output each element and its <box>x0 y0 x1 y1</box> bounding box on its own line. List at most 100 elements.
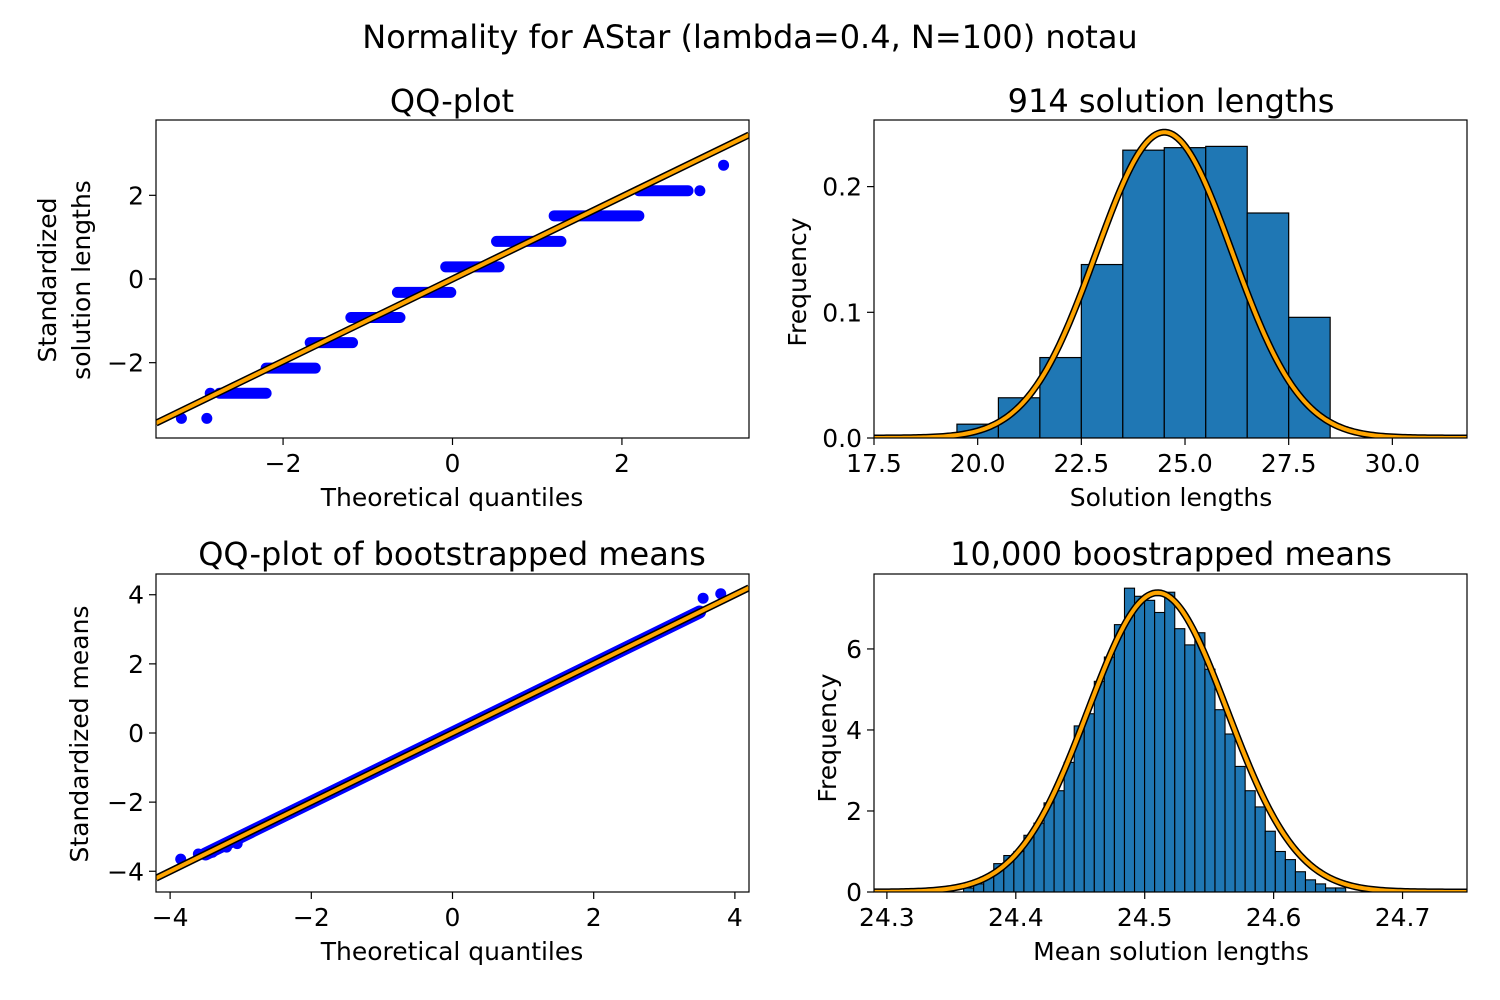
solution-hist-ytick-label: 0.0 <box>822 424 862 453</box>
qq-boot-xtick-label: 2 <box>586 903 602 932</box>
boot-hist-bar <box>1164 591 1176 892</box>
figure-suptitle: Normality for AStar (lambda=0.4, N=100) … <box>362 18 1137 56</box>
boot-hist-bar <box>1093 680 1105 892</box>
qq-boot-ytick-label: 0 <box>128 719 144 748</box>
boot-hist-ytick-label: 6 <box>846 635 862 664</box>
qq-axes-frame <box>155 119 750 439</box>
solution-hist-bar <box>1122 149 1165 438</box>
boot-hist-xtick-label: 24.5 <box>1117 903 1173 932</box>
boot-hist-bar <box>1294 871 1307 892</box>
boot-hist-bar <box>1325 887 1337 892</box>
qq-boot-xtick-label: −4 <box>152 903 189 932</box>
boot-hist-bar <box>1214 709 1226 892</box>
solution-hist-xlabel: Solution lengths <box>1070 483 1273 512</box>
qq-boot-point <box>697 592 709 604</box>
boot-hist-bar <box>1113 624 1126 892</box>
qq-ytick-label: −2 <box>107 349 144 378</box>
qq-boot-ytick-label: −4 <box>107 857 144 886</box>
qq-boot-ytick-label: 2 <box>128 650 144 679</box>
boot-hist-bar <box>1174 628 1186 892</box>
boot-hist-xtick-label: 24.3 <box>859 903 915 932</box>
boot-hist-bar <box>1083 713 1095 892</box>
boot-hist-xlabel: Mean solution lengths <box>1033 937 1309 966</box>
boot-hist-bar <box>1133 595 1146 892</box>
boot-hist-bar <box>1204 668 1216 892</box>
boot-hist-bar <box>1103 656 1115 892</box>
solution-hist-axes-frame <box>873 119 1468 439</box>
solution-hist-area: 17.5 20.0 22.5 25.0 27.5 30.0 0.0 0.1 0.2 <box>822 119 1468 478</box>
boot-hist-bar <box>1274 850 1286 892</box>
boot-hist-bar <box>1244 790 1256 892</box>
qq-boot-title: QQ-plot of bootstrapped means <box>198 535 706 573</box>
qq-xtick-label: −2 <box>265 449 302 478</box>
boot-hist-title: 10,000 boostrapped means <box>950 535 1392 573</box>
qq-boot-area: −4 −2 0 2 4 −4 −2 0 2 4 <box>107 573 750 932</box>
qq-xtick-label: 0 <box>445 449 461 478</box>
solution-hist-xtick-label: 17.5 <box>846 449 902 478</box>
boot-hist-bar <box>1254 806 1266 892</box>
solution-hist-bar <box>1163 147 1207 438</box>
boot-hist-bar <box>1194 632 1206 892</box>
boot-hist-ytick-label: 4 <box>846 716 862 745</box>
boot-hist-bar <box>1304 879 1317 892</box>
qq-plot-title: QQ-plot <box>390 82 514 120</box>
solution-hist-title: 914 solution lengths <box>1008 82 1335 120</box>
qq-plot-ylabel-line2: solution lengths <box>67 180 96 380</box>
boot-hist-ylabel: Frequency <box>813 673 842 802</box>
boot-hist-xtick-label: 24.6 <box>1246 903 1302 932</box>
boot-hist-bar <box>1123 587 1136 892</box>
boot-hist-ytick-label: 0 <box>846 878 862 907</box>
qq-point <box>694 185 706 197</box>
qq-point <box>718 159 730 171</box>
boot-hist-bar <box>1053 790 1065 892</box>
boot-hist-bar <box>1154 611 1166 892</box>
qq-boot-ytick-label: −2 <box>107 788 144 817</box>
panel-qq-plot: QQ-plot −2 0 2 −2 0 2 Theoretical quantiles S… <box>33 82 750 512</box>
boot-hist-bar <box>1224 733 1236 892</box>
qq-boot-reference-line <box>156 586 749 880</box>
boot-hist-bar <box>1184 644 1196 892</box>
boot-hist-bar <box>1314 883 1327 892</box>
qq-point <box>201 412 213 424</box>
boot-hist-normal-fit-curve <box>874 590 1467 892</box>
boot-hist-bar <box>1335 887 1347 892</box>
panel-qq-plot-bootstrapped: QQ-plot of bootstrapped means −4 −2 0 2 4−4−… <box>65 535 750 966</box>
solution-hist-xtick-label: 22.5 <box>1054 449 1110 478</box>
solution-hist-bar <box>1080 263 1124 438</box>
boot-hist-axes-frame <box>873 573 1468 893</box>
qq-xtick-label: 2 <box>614 449 630 478</box>
boot-hist-bar <box>1264 830 1276 892</box>
solution-hist-ytick-label: 0.1 <box>822 298 862 327</box>
boot-hist-bar <box>1284 859 1296 892</box>
qq-boot-xlabel: Theoretical quantiles <box>320 937 584 966</box>
solution-hist-xtick-label: 20.0 <box>950 449 1006 478</box>
boot-hist-ytick-label: 2 <box>846 797 862 826</box>
boot-hist-xtick-label: 24.7 <box>1375 903 1431 932</box>
qq-ytick-label: 2 <box>128 181 144 210</box>
qq-boot-ytick-label: 4 <box>128 581 144 610</box>
boot-hist-bar <box>1144 599 1156 892</box>
qq-plot-xlabel: Theoretical quantiles <box>320 483 584 512</box>
boot-hist-area: 24.3 24.4 24.5 24.6 24.7 0 2 4 6 <box>846 573 1468 932</box>
qq-ytick-label: 0 <box>128 265 144 294</box>
panel-bootstrapped-means-histogram: 10,000 boostrapped means 24.3 24.4 24.5 24.… <box>813 535 1468 966</box>
solution-hist-ylabel: Frequency <box>783 217 812 346</box>
solution-hist-xtick-label: 30.0 <box>1365 449 1421 478</box>
qq-reference-line <box>156 133 749 425</box>
solution-hist-xtick-label: 25.0 <box>1157 449 1213 478</box>
qq-boot-axes-frame <box>155 573 750 893</box>
qq-boot-xtick-label: 4 <box>727 903 743 932</box>
qq-boot-xtick-label: −2 <box>293 903 330 932</box>
solution-hist-normal-fit-curve <box>874 130 1467 438</box>
qq-plot-area: −2 0 2 −2 0 2 <box>107 119 750 478</box>
boot-hist-bar <box>1063 761 1075 892</box>
solution-hist-xtick-label: 27.5 <box>1261 449 1317 478</box>
boot-hist-xtick-label: 24.4 <box>988 903 1044 932</box>
boot-hist-bar <box>1234 765 1246 892</box>
solution-hist-bar <box>1246 212 1290 438</box>
solution-hist-ytick-label: 0.2 <box>822 173 862 202</box>
qq-plot-ylabel-line1: Standardized <box>33 197 62 362</box>
panel-solution-lengths-histogram: 914 solution lengths 17.5 20.0 22.5 25.0 27.… <box>783 82 1468 512</box>
qq-boot-xtick-label: 0 <box>445 903 461 932</box>
